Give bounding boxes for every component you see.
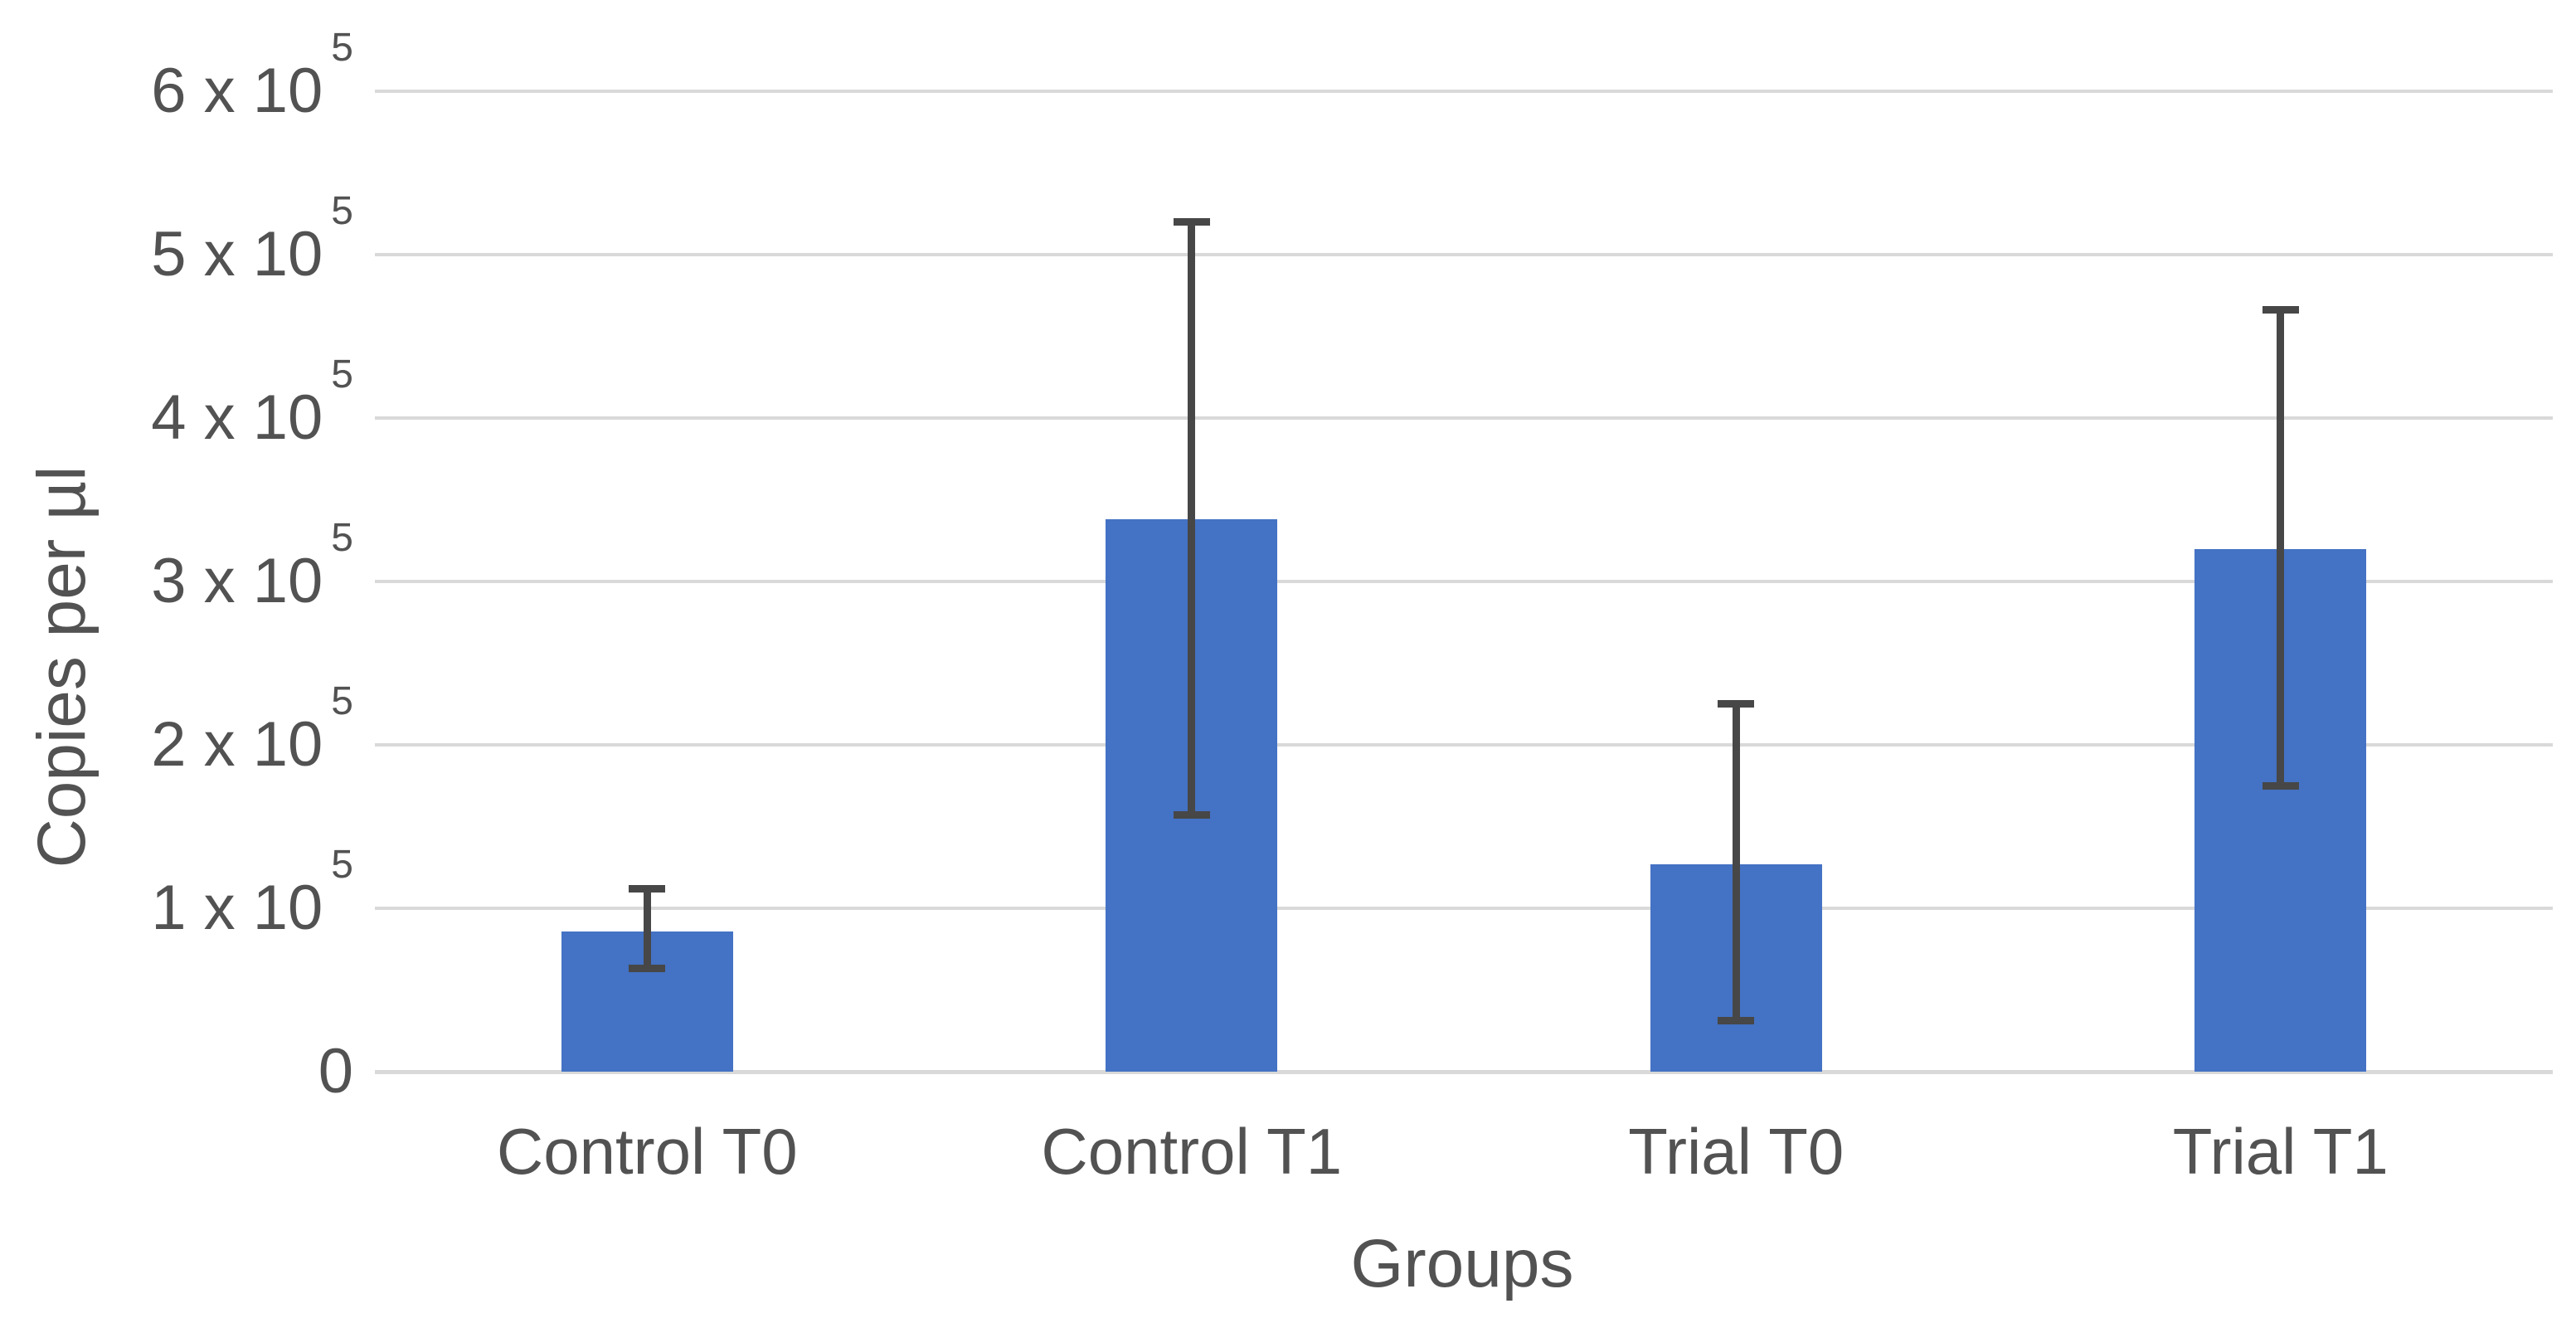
y-tick-label: 6 x 105 [0, 26, 353, 137]
error-bar-cap-bottom [1173, 811, 1210, 820]
y-tick-label: 0 [0, 1026, 353, 1117]
error-bar-cap-top [629, 884, 666, 893]
y-tick-label: 5 x 105 [0, 189, 353, 300]
x-axis-line [375, 1070, 2553, 1074]
y-tick-text: 3 x 10 [151, 546, 323, 616]
y-tick-label: 4 x 105 [0, 353, 353, 464]
y-tick-label: 3 x 105 [0, 516, 353, 627]
x-tick-label-control-t0: Control T0 [496, 1115, 798, 1188]
error-bar-trial-t1 [2277, 309, 2285, 786]
y-tick-exponent: 5 [331, 353, 353, 396]
y-tick-exponent: 5 [331, 516, 353, 560]
x-tick-label-control-t1: Control T1 [1041, 1115, 1343, 1188]
y-tick-exponent: 5 [331, 679, 353, 723]
y-tick-text: 6 x 10 [151, 56, 323, 126]
error-bar-cap-top [2262, 306, 2299, 314]
y-tick-label: 1 x 105 [0, 843, 353, 954]
error-bar-cap-bottom [1718, 1017, 1755, 1025]
gridline [375, 580, 2553, 583]
error-bar-cap-top [1718, 700, 1755, 708]
gridline [375, 90, 2553, 93]
x-tick-label-trial-t0: Trial T0 [1628, 1115, 1845, 1188]
y-tick-text: 4 x 10 [151, 382, 323, 453]
gridline [375, 253, 2553, 256]
gridline [375, 907, 2553, 910]
error-bar-trial-t0 [1732, 703, 1740, 1021]
error-bar-cap-bottom [2262, 781, 2299, 790]
y-tick-text: 2 x 10 [151, 709, 323, 780]
gridline [375, 743, 2553, 747]
error-bar-control-t1 [1188, 221, 1196, 815]
error-bar-cap-top [1173, 218, 1210, 226]
y-tick-text: 1 x 10 [151, 873, 323, 943]
gridline [375, 416, 2553, 420]
y-tick-exponent: 5 [331, 843, 353, 887]
error-bar-cap-bottom [629, 965, 666, 973]
y-tick-text: 0 [318, 1036, 353, 1107]
y-tick-exponent: 5 [331, 189, 353, 233]
error-bar-control-t0 [643, 888, 651, 969]
y-tick-label: 2 x 105 [0, 679, 353, 790]
x-axis-title: Groups [1350, 1226, 1574, 1301]
y-tick-exponent: 5 [331, 26, 353, 70]
y-tick-text: 5 x 10 [151, 219, 323, 289]
x-tick-label-trial-t1: Trial T1 [2172, 1115, 2389, 1188]
